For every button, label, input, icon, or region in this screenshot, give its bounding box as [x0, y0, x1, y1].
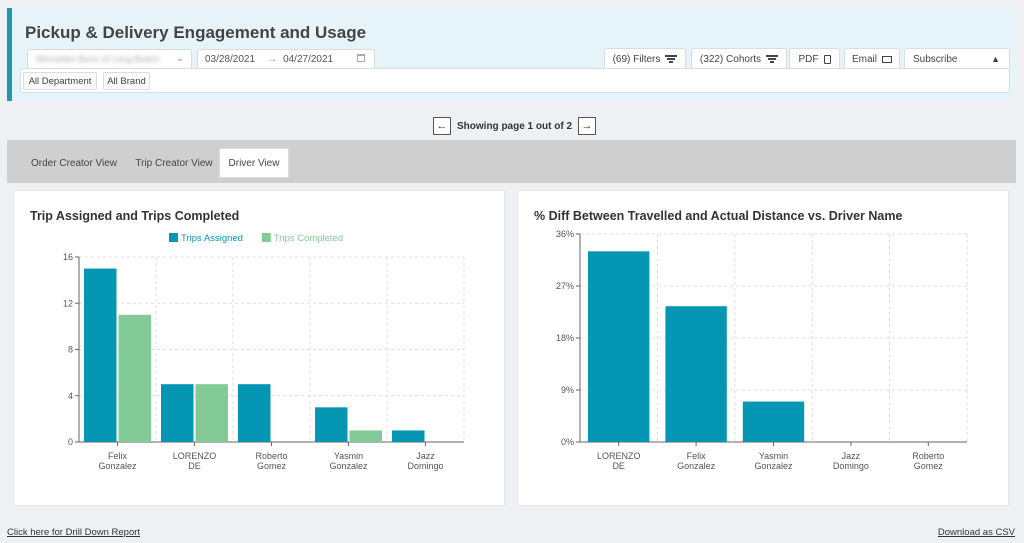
- trips-chart-title: Trip Assigned and Trips Completed: [30, 209, 240, 223]
- y-tick-label: 36%: [556, 229, 574, 239]
- x-tick-label: Domingo: [833, 461, 869, 471]
- legend-label: Trips Completed: [274, 233, 343, 244]
- brand-filter-chip[interactable]: All Brand: [103, 72, 150, 90]
- y-tick-label: 4: [68, 391, 73, 401]
- bar: [238, 384, 271, 442]
- x-tick-label: Domingo: [407, 461, 443, 471]
- y-tick-label: 27%: [556, 281, 574, 291]
- x-tick-label: Jazz: [416, 451, 435, 461]
- date-end: 04/27/2021: [283, 53, 334, 65]
- x-tick-label: DE: [188, 461, 201, 471]
- y-tick-label: 12: [63, 298, 73, 308]
- document-icon: [823, 54, 831, 64]
- x-tick-label: LORENZO: [173, 451, 217, 461]
- cohorts-button-label: (322) Cohorts: [699, 53, 762, 65]
- dealer-select-value: Mercedes-Benz of Long Beach: [36, 54, 160, 64]
- x-tick-label: Yasmin: [759, 451, 788, 461]
- y-tick-label: 18%: [556, 333, 574, 343]
- x-tick-label: Gomez: [257, 461, 287, 471]
- next-page-button[interactable]: →: [578, 117, 596, 135]
- cohorts-button[interactable]: (322) Cohorts: [691, 48, 787, 70]
- x-tick-label: LORENZO: [597, 451, 641, 461]
- y-tick-label: 9%: [561, 385, 574, 395]
- legend-swatch: [261, 233, 271, 242]
- tab-order-creator-view[interactable]: Order Creator View: [31, 157, 117, 169]
- dealer-select[interactable]: Mercedes-Benz of Long Beach ⌄: [27, 49, 192, 69]
- x-tick-label: Gonzalez: [754, 461, 793, 471]
- legend-swatch: [169, 233, 178, 242]
- x-tick-label: Gomez: [914, 461, 944, 471]
- x-tick-label: Gonzalez: [677, 461, 716, 471]
- date-range-picker[interactable]: 03/28/2021 → 04/27/2021: [197, 49, 375, 69]
- x-tick-label: Jazz: [842, 451, 861, 461]
- email-button[interactable]: Email: [844, 48, 900, 70]
- x-tick-label: Roberto: [912, 451, 944, 461]
- x-tick-label: Yasmin: [334, 451, 363, 461]
- x-tick-label: DE: [612, 461, 625, 471]
- x-tick-label: Gonzalez: [329, 461, 368, 471]
- bar: [742, 401, 805, 442]
- filter-icon: [766, 55, 779, 63]
- pdf-button[interactable]: PDF: [789, 48, 840, 70]
- x-tick-label: Gonzalez: [98, 461, 137, 471]
- bar: [195, 384, 228, 442]
- chevron-down-icon: ⌄: [175, 53, 184, 64]
- department-filter-chip[interactable]: All Department: [23, 72, 97, 90]
- bar: [349, 430, 382, 442]
- distance-diff-chart: 0%9%18%27%36%LORENZODEFelixGonzalezYasmi…: [556, 229, 968, 471]
- arrow-right-icon: →: [267, 53, 278, 65]
- download-csv-link[interactable]: Download as CSV: [937, 527, 1015, 538]
- mail-icon: [882, 55, 892, 63]
- trips-chart: 0481216FelixGonzalezLORENZODERobertoGome…: [63, 233, 465, 471]
- page-title: Pickup & Delivery Engagement and Usage: [25, 23, 367, 42]
- distance-diff-chart-panel: % Diff Between Travelled and Actual Dist…: [517, 190, 1009, 506]
- bar: [161, 384, 194, 442]
- y-tick-label: 16: [63, 252, 73, 262]
- active-filters-bar: All Department All Brand: [20, 68, 1010, 93]
- view-tabs: Order Creator View Trip Creator View Dri…: [7, 140, 1016, 183]
- y-tick-label: 8: [68, 345, 73, 355]
- email-button-label: Email: [851, 53, 877, 65]
- x-tick-label: Roberto: [255, 451, 287, 461]
- pdf-button-label: PDF: [798, 53, 819, 65]
- pagination: ← Showing page 1 out of 2 →: [433, 117, 596, 135]
- tab-trip-creator-view[interactable]: Trip Creator View: [135, 157, 213, 169]
- pagination-status: Showing page 1 out of 2: [457, 120, 572, 132]
- bar: [84, 268, 117, 442]
- previous-page-button[interactable]: ←: [433, 117, 451, 135]
- x-tick-label: Felix: [108, 451, 128, 461]
- date-start: 03/28/2021: [205, 53, 256, 65]
- x-tick-label: Felix: [687, 451, 707, 461]
- legend-label: Trips Assigned: [181, 233, 243, 244]
- bar: [665, 306, 727, 442]
- drill-down-link[interactable]: Click here for Drill Down Report: [7, 527, 141, 538]
- header-accent-bar: [7, 8, 12, 101]
- subscribe-button-label: Subscribe: [913, 53, 958, 65]
- y-tick-label: 0%: [561, 437, 574, 447]
- bell-icon: ▲: [991, 54, 1000, 64]
- bar: [392, 430, 425, 442]
- bar: [118, 314, 151, 442]
- bar: [588, 251, 650, 442]
- filters-button[interactable]: (69) Filters: [604, 48, 686, 70]
- trips-chart-panel: Trip Assigned and Trips Completed 0 4 8 12 1…: [13, 190, 505, 506]
- bar: [315, 407, 348, 442]
- tab-driver-view[interactable]: Driver View: [219, 148, 289, 178]
- subscribe-button[interactable]: Subscribe ▲: [904, 48, 1010, 70]
- distance-diff-chart-title: % Diff Between Travelled and Actual Dist…: [534, 209, 903, 223]
- filters-button-label: (69) Filters: [612, 53, 661, 65]
- calendar-icon: [357, 54, 365, 62]
- filter-icon: [665, 55, 678, 63]
- y-tick-label: 0: [68, 437, 73, 447]
